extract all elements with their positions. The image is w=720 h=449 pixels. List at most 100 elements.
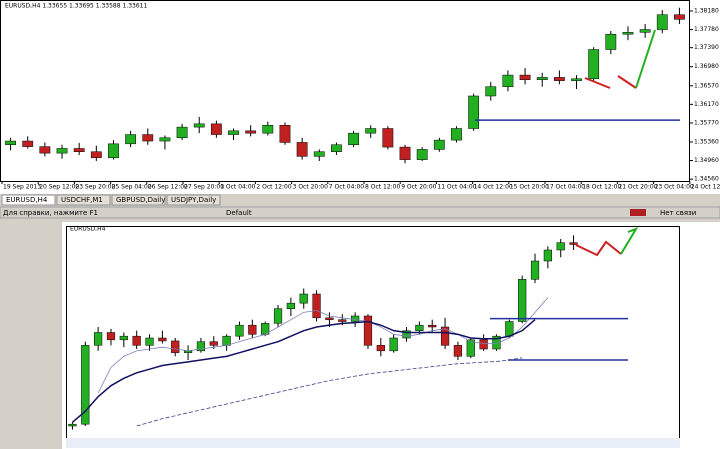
candle-body (245, 130, 257, 134)
candle-body (5, 140, 16, 146)
x-tick-label: 25 Sep 04:00 (112, 184, 152, 191)
candle-body (196, 341, 206, 352)
candle-body (536, 77, 548, 80)
status-connection: Нет связи (660, 209, 696, 217)
drawn-arrow (620, 227, 639, 255)
candle-body (674, 14, 685, 20)
candle-body (325, 317, 334, 320)
candle-body (125, 134, 137, 145)
y-tick-label: 1.36570 (694, 82, 719, 89)
candle-body (262, 125, 274, 134)
candle-body (68, 423, 77, 427)
candle-body (90, 151, 102, 159)
candle-body (556, 242, 565, 251)
x-tick-label: 18 Oct 12:00 (582, 184, 621, 191)
status-bar (0, 206, 720, 219)
x-tick-label: 7 Oct 04:00 (329, 184, 364, 191)
candle-body (363, 315, 373, 346)
candle-body (351, 315, 360, 322)
candle-body (273, 308, 283, 324)
candle-body (553, 77, 565, 81)
candle-body (453, 345, 463, 357)
candle-body (502, 74, 514, 87)
candle-body (228, 130, 239, 135)
candle-body (622, 32, 634, 35)
y-tick-label: 1.34560 (694, 176, 719, 183)
status-profile: Default (226, 209, 252, 217)
x-tick-label: 27 Sep 20:00 (184, 184, 224, 191)
top-plot-frame (0, 0, 690, 182)
tab[interactable] (1, 194, 56, 206)
drawn-zigzag (617, 75, 637, 89)
candle-body (158, 337, 167, 342)
candle-body (415, 324, 424, 331)
tab-label[interactable]: EURUSD,H4 (6, 196, 48, 204)
x-tick-label: 19 Sep 2013 (3, 184, 41, 191)
x-tick-label: 15 Oct 20:00 (510, 184, 549, 191)
moving-average (97, 297, 549, 394)
candle-body (605, 33, 617, 50)
candle-body (193, 123, 205, 128)
x-tick-label: 26 Sep 12:00 (148, 184, 188, 191)
tab-label[interactable]: USDCHF,M1 (61, 196, 103, 204)
candle-body (94, 332, 103, 346)
candle-body (416, 149, 428, 160)
candle-body (656, 14, 668, 30)
tab-label[interactable]: GBPUSD,Daily (116, 196, 165, 204)
candle-body (365, 128, 377, 134)
y-tick-label: 1.34960 (694, 157, 719, 164)
status-help: Для справки, нажмите F1 (3, 209, 98, 217)
x-tick-label: 24 Oct 12:4 (691, 184, 720, 191)
candle-body (389, 337, 398, 352)
tab[interactable] (111, 194, 166, 206)
candle-body (248, 324, 257, 335)
x-tick-label: 17 Oct 04:00 (546, 184, 585, 191)
x-tick-label: 23 Sep 20:00 (75, 184, 115, 191)
candle-body (22, 140, 34, 147)
candle-body (145, 337, 154, 346)
candle-body (505, 321, 514, 337)
drawn-zigzag (584, 77, 611, 89)
x-tick-label: 23 Oct 04:00 (655, 184, 694, 191)
moving-average (71, 319, 536, 423)
y-tick-label: 1.37780 (694, 26, 719, 33)
tab[interactable] (166, 194, 221, 206)
candle-body (479, 339, 488, 350)
tab[interactable] (56, 194, 111, 206)
candle-body (210, 123, 222, 135)
connection-icon (630, 209, 646, 216)
candle-body (440, 326, 450, 346)
x-tick-label: 21 Oct 20:00 (618, 184, 657, 191)
top-chart-bg (0, 0, 720, 194)
drawn-zigzag (575, 240, 622, 257)
x-tick-label: 8 Oct 12:00 (365, 184, 400, 191)
candle-body (492, 335, 501, 350)
candle-body (176, 126, 188, 139)
x-tick-label: 11 Oct 04:00 (437, 184, 476, 191)
candle-body (382, 128, 394, 148)
candle-body (171, 340, 180, 353)
candle-body (518, 279, 527, 322)
candle-body (399, 146, 411, 160)
bottom-chart-header: EURUSD,H4 (70, 226, 106, 233)
candle-body (159, 137, 171, 142)
candle-body (222, 335, 231, 346)
moving-average (136, 357, 523, 427)
candle-body (209, 341, 218, 346)
x-tick-label: 2 Oct 12:00 (256, 184, 291, 191)
candle-body (402, 330, 411, 339)
candle-body (299, 293, 308, 304)
y-tick-label: 1.35770 (694, 119, 719, 126)
candle-body (39, 146, 51, 154)
candle-body (428, 324, 437, 328)
tab-label[interactable]: USDJPY,Daily (171, 196, 216, 204)
candle-body (338, 319, 347, 322)
drawn-arrow (635, 29, 656, 89)
x-tick-label: 1 Oct 04:00 (220, 184, 255, 191)
candle-body (142, 134, 154, 142)
bottom-chart-bg (62, 222, 720, 449)
bottom-time-axis (66, 438, 680, 448)
candle-body (119, 335, 128, 341)
candle-body (485, 86, 497, 97)
tab-bar: EURUSD,H4 USDCHF,M1 GBPUSD,Daily USDJPY,Dai… (0, 194, 720, 206)
